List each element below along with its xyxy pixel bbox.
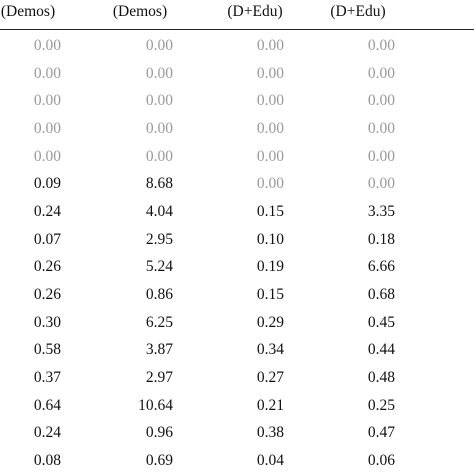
table-cell: 0.00 [367, 92, 395, 110]
table-cell: 0.26 [33, 258, 61, 276]
table-cell: 0.25 [367, 396, 395, 414]
table-cell: 0.00 [145, 120, 173, 137]
table-cell: 0.00 [367, 175, 395, 193]
table-cell: 3.35 [367, 203, 395, 221]
table-cell: 0.00 [256, 92, 284, 110]
table-cell: 0.27 [256, 369, 284, 387]
table-cell: 0.34 [256, 341, 284, 359]
table-cell: 0.30 [33, 313, 61, 331]
table-cell: 0.07 [33, 230, 61, 248]
table-cell: 0.00 [256, 37, 284, 54]
table-cell: 0.29 [256, 313, 284, 331]
table-cell: 0.47 [367, 424, 395, 442]
table-cell: 0.21 [256, 396, 284, 414]
table-cell: 0.15 [256, 286, 284, 304]
table-cell: 0.24 [33, 424, 61, 442]
table-cell: 6.66 [367, 258, 395, 276]
table-cell: 0.00 [367, 120, 395, 137]
table-cell: 0.00 [367, 37, 395, 54]
column-header: (D+Edu) [227, 3, 283, 20]
table-cell: 0.00 [33, 120, 61, 137]
table-cell: 0.86 [145, 286, 173, 304]
table-cell: 3.87 [145, 341, 173, 359]
table-cell: 10.64 [138, 396, 173, 414]
table-cell: 0.37 [33, 369, 61, 387]
header-rule [0, 29, 474, 31]
table-cell: 0.00 [367, 64, 395, 82]
table-cell: 5.24 [145, 258, 173, 276]
table-cell: 0.04 [256, 452, 284, 470]
table-cell: 0.00 [33, 37, 61, 54]
table-cell: 8.68 [145, 175, 173, 193]
table-cell: 2.97 [145, 369, 173, 387]
table-cell: 0.00 [256, 147, 284, 165]
table-cell: 0.00 [145, 92, 173, 110]
column-header: (Demos) [112, 3, 168, 20]
table-cell: 0.15 [256, 203, 284, 221]
table-cell: 0.38 [256, 424, 284, 442]
table-cell: 0.44 [367, 341, 395, 359]
table-cell: 0.19 [256, 258, 284, 276]
table-cell: 0.00 [256, 120, 284, 137]
table-cell: 0.00 [256, 64, 284, 82]
table-cell: 0.06 [367, 452, 395, 470]
table-cell: 4.04 [145, 203, 173, 221]
table-cell: 0.45 [367, 313, 395, 331]
table-cell: 0.00 [367, 147, 395, 165]
table-cell: 0.96 [145, 424, 173, 442]
table-cell: 0.00 [256, 175, 284, 193]
table-cell: 0.64 [33, 396, 61, 414]
table-cell: 0.68 [367, 286, 395, 304]
table-cell: 6.25 [145, 313, 173, 331]
table-cell: 0.48 [367, 369, 395, 387]
table-cell: 0.58 [33, 341, 61, 359]
table-cell: 0.00 [145, 147, 173, 165]
table-cell: 0.00 [33, 64, 61, 82]
table-cell: 0.00 [33, 92, 61, 110]
table-cell: 0.10 [256, 230, 284, 248]
table-cell: 0.00 [33, 147, 61, 165]
column-header: (Demos) [0, 3, 56, 20]
table-cell: 0.24 [33, 203, 61, 221]
table-cell: 0.26 [33, 286, 61, 304]
column-header: (D+Edu) [330, 3, 386, 20]
table-cell: 0.00 [145, 37, 173, 54]
table-cell: 0.00 [145, 64, 173, 82]
table-cell: 2.95 [145, 230, 173, 248]
table-cell: 0.08 [33, 452, 61, 470]
table-cell: 0.18 [367, 230, 395, 248]
table-cell: 0.69 [145, 452, 173, 470]
table-cell: 0.09 [33, 175, 61, 193]
